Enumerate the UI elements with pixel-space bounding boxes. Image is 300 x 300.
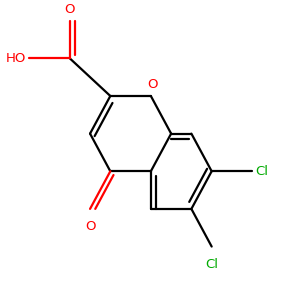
Text: O: O [64,3,75,16]
Text: HO: HO [6,52,26,65]
Text: Cl: Cl [255,165,268,178]
Text: O: O [147,79,158,92]
Text: Cl: Cl [205,258,218,271]
Text: O: O [85,220,95,233]
